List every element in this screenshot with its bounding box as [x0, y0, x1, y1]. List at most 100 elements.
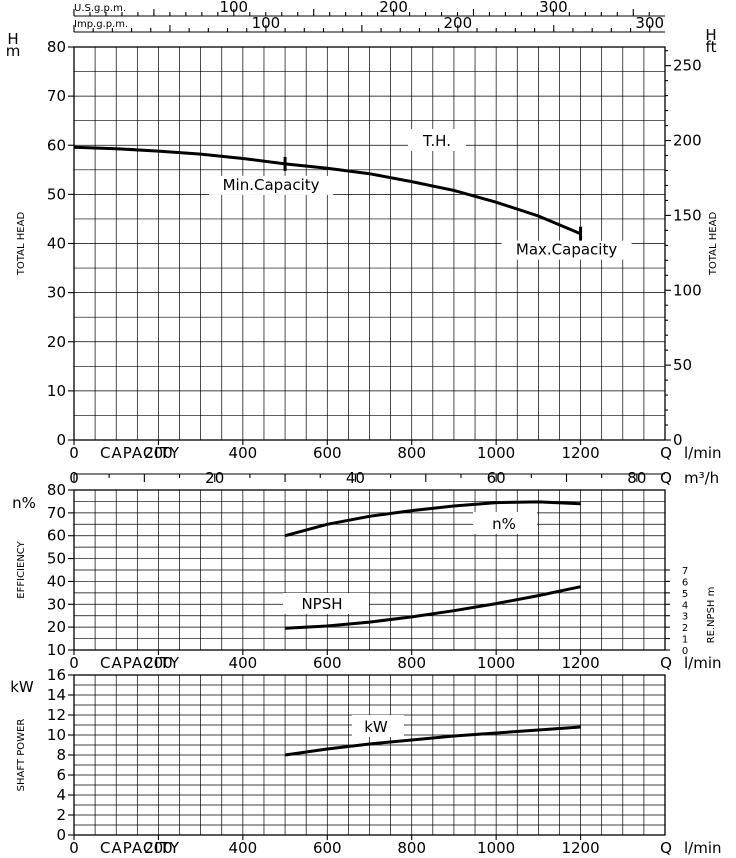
ft-tick-label: 50: [673, 356, 692, 374]
y-tick-label: 16: [47, 666, 66, 684]
head-curve-label: T.H.: [422, 132, 451, 150]
y-tick-label: 10: [47, 382, 66, 400]
x-tick-label: 800: [397, 654, 426, 672]
x-axis-title: CAPACITY: [100, 444, 180, 462]
efficiency-curve: [284, 500, 581, 538]
top-scale-label: 300: [635, 14, 664, 32]
y-tick-label: 0: [56, 826, 66, 844]
y-tick-label: 10: [47, 726, 66, 744]
y-tick-label: 80: [47, 38, 66, 56]
efficiency-curve-label: n%: [492, 515, 516, 533]
power-label-bg: [352, 715, 404, 737]
max-capacity-label: Max.Capacity: [516, 241, 617, 259]
x-tick-label: 800: [397, 839, 426, 857]
y-tick-label: 30: [47, 595, 66, 613]
y-tick-label: 30: [47, 284, 66, 302]
ft-tick-label: 150: [673, 206, 702, 224]
ft-tick-label: 250: [673, 57, 702, 75]
npsh-tick-label: 4: [682, 600, 688, 611]
power-curve: [284, 725, 581, 757]
y-tick-label: 0: [56, 431, 66, 449]
y-tick-label: 40: [47, 572, 66, 590]
y-tick-label: 8: [56, 746, 66, 764]
x-tick-label: 400: [229, 444, 258, 462]
x-tick-label: 800: [397, 444, 426, 462]
x-tick-label: 600: [313, 444, 342, 462]
npsh-tick-label: 3: [682, 612, 688, 623]
x-axis-unit: l/min: [684, 839, 722, 857]
npsh-label-bg: [283, 593, 369, 614]
npsh-tick-label: 5: [682, 589, 688, 600]
x-tick-label: 1200: [561, 654, 599, 672]
top-scale-label: 200: [379, 0, 408, 16]
top-scale-label: 200: [444, 14, 473, 32]
m3h-scale-label: 80: [627, 469, 646, 487]
y-tick-label: 20: [47, 333, 66, 351]
y-tick-label: 60: [47, 136, 66, 154]
y-tick-label: 20: [47, 618, 66, 636]
m3h-scale-label: 20: [205, 469, 224, 487]
top-scale-title: U.S.g.p.m.: [74, 3, 126, 14]
x-tick-label: 200: [144, 654, 173, 672]
m3h-unit-q: Q: [660, 469, 672, 487]
min-capacity-label: Min.Capacity: [223, 176, 320, 194]
m3h-scale-label: 0: [69, 469, 79, 487]
power-curve-label: kW: [364, 718, 388, 736]
y-tick-label: 14: [47, 686, 66, 704]
ft-tick-label: 100: [673, 281, 702, 299]
x-tick-label: 0: [69, 654, 79, 672]
m3h-scale-label: 60: [487, 469, 506, 487]
x-tick-label: 600: [313, 654, 342, 672]
head-unit-m: m: [6, 42, 21, 60]
x-tick-label: 1200: [561, 839, 599, 857]
y-tick-label: 70: [47, 504, 66, 522]
npsh-tick-label: 0: [682, 646, 688, 657]
eff-label-bg: [473, 512, 537, 534]
x-axis-unit-q: Q: [660, 654, 672, 672]
npsh-curve-label: NPSH: [301, 595, 342, 613]
head-label-bg: [408, 129, 466, 151]
y-axis-title: TOTAL HEAD: [16, 212, 27, 277]
x-axis-unit-q: Q: [660, 444, 672, 462]
x-tick-label: 200: [144, 839, 173, 857]
right-axis-title: TOTAL HEAD: [708, 212, 719, 277]
efficiency-unit: n%: [12, 494, 36, 512]
head-unit-h: H: [7, 30, 18, 48]
x-tick-label: 1000: [477, 839, 515, 857]
top-scale-label: 300: [539, 0, 568, 16]
y-tick-label: 4: [56, 786, 66, 804]
y-axis-title: SHAFT POWER: [16, 719, 27, 792]
head-right-unit-ft: ft: [706, 38, 717, 56]
npsh-tick-label: 1: [682, 635, 688, 646]
x-tick-label: 200: [144, 444, 173, 462]
x-tick-label: 0: [69, 444, 79, 462]
x-axis-unit: l/min: [684, 444, 722, 462]
x-tick-label: 400: [229, 839, 258, 857]
marker-label-bg: [501, 240, 632, 260]
x-tick-label: 1200: [561, 444, 599, 462]
y-tick-label: 60: [47, 527, 66, 545]
x-tick-label: 1000: [477, 654, 515, 672]
npsh-tick-label: 6: [682, 577, 688, 588]
npsh-curve: [285, 585, 581, 630]
head-right-unit-h: H: [705, 26, 716, 44]
top-scale-title: Imp.g.p.m.: [74, 19, 128, 30]
x-tick-label: 600: [313, 839, 342, 857]
y-tick-label: 10: [47, 641, 66, 659]
x-axis-title: CAPACITY: [100, 654, 180, 672]
npsh-axis-title: RE.NPSH m: [706, 587, 717, 644]
y-tick-label: 12: [47, 706, 66, 724]
y-tick-label: 50: [47, 185, 66, 203]
ft-tick-label: 0: [673, 431, 683, 449]
y-tick-label: 6: [56, 766, 66, 784]
y-tick-label: 50: [47, 550, 66, 568]
npsh-tick-label: 2: [682, 623, 688, 634]
ft-tick-label: 200: [673, 132, 702, 150]
power-unit: kW: [10, 678, 34, 696]
m3h-unit: m³/h: [684, 469, 719, 487]
marker-label-bg: [209, 175, 334, 195]
npsh-tick-label: 7: [682, 566, 688, 577]
head-curve: [73, 145, 582, 236]
y-tick-label: 70: [47, 87, 66, 105]
